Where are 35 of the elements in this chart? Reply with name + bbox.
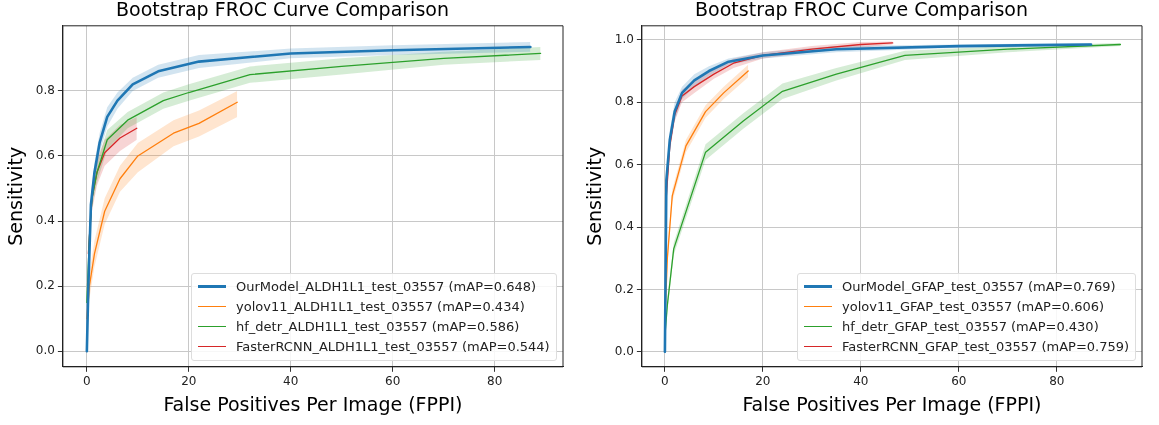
y-axis-title: Sensitivity: [4, 146, 27, 246]
x-tick-label: 40: [283, 374, 299, 389]
y-tick-label: 0.2: [35, 278, 55, 293]
legend-label: yolov11_GFAP_test_03557 (mAP=0.606): [842, 297, 1105, 316]
y-tick-label: 0.6: [35, 148, 55, 163]
y-tick-label: 0.2: [614, 281, 634, 296]
x-tick-label: 40: [853, 374, 869, 389]
legend-label: OurModel_ALDH1L1_test_03557 (mAP=0.648): [236, 277, 537, 296]
legend-label: FasterRCNN_GFAP_test_03557 (mAP=0.759): [842, 337, 1130, 356]
y-tick-label: 0.6: [614, 156, 634, 171]
y-tick-label: 0.0: [614, 343, 634, 358]
y-tick-label: 0.4: [35, 213, 55, 228]
x-axis-title: False Positives Per Image (FPPI): [163, 392, 463, 415]
x-tick-label: 80: [1049, 374, 1065, 389]
x-tick-label: 80: [487, 374, 503, 389]
chart-title: Bootstrap FROC Curve Comparison: [116, 0, 449, 21]
x-tick-label: 0: [83, 374, 91, 389]
y-tick-label: 0.8: [35, 83, 55, 97]
legend-label: OurModel_GFAP_test_03557 (mAP=0.769): [842, 277, 1116, 296]
y-tick-label: 1.0: [614, 31, 634, 46]
legend-label: FasterRCNN_ALDH1L1_test_03557 (mAP=0.544): [236, 337, 550, 356]
chart-title: Bootstrap FROC Curve Comparison: [695, 0, 1028, 21]
legend-label: yolov11_ALDH1L1_test_03557 (mAP=0.434): [236, 297, 525, 316]
y-tick-label: 0.4: [614, 219, 634, 234]
x-tick-label: 0: [661, 374, 669, 389]
x-tick-label: 20: [755, 374, 771, 389]
legend-label: hf_detr_ALDH1L1_test_03557 (mAP=0.586): [236, 317, 520, 336]
x-tick-label: 60: [951, 374, 967, 389]
y-tick-label: 0.8: [614, 94, 634, 109]
y-axis-title: Sensitivity: [583, 146, 606, 246]
y-tick-label: 0.0: [35, 343, 55, 358]
legend-label: hf_detr_GFAP_test_03557 (mAP=0.430): [842, 317, 1099, 336]
x-axis-title: False Positives Per Image (FPPI): [742, 392, 1042, 415]
x-tick-label: 60: [385, 374, 401, 389]
x-tick-label: 20: [181, 374, 197, 389]
